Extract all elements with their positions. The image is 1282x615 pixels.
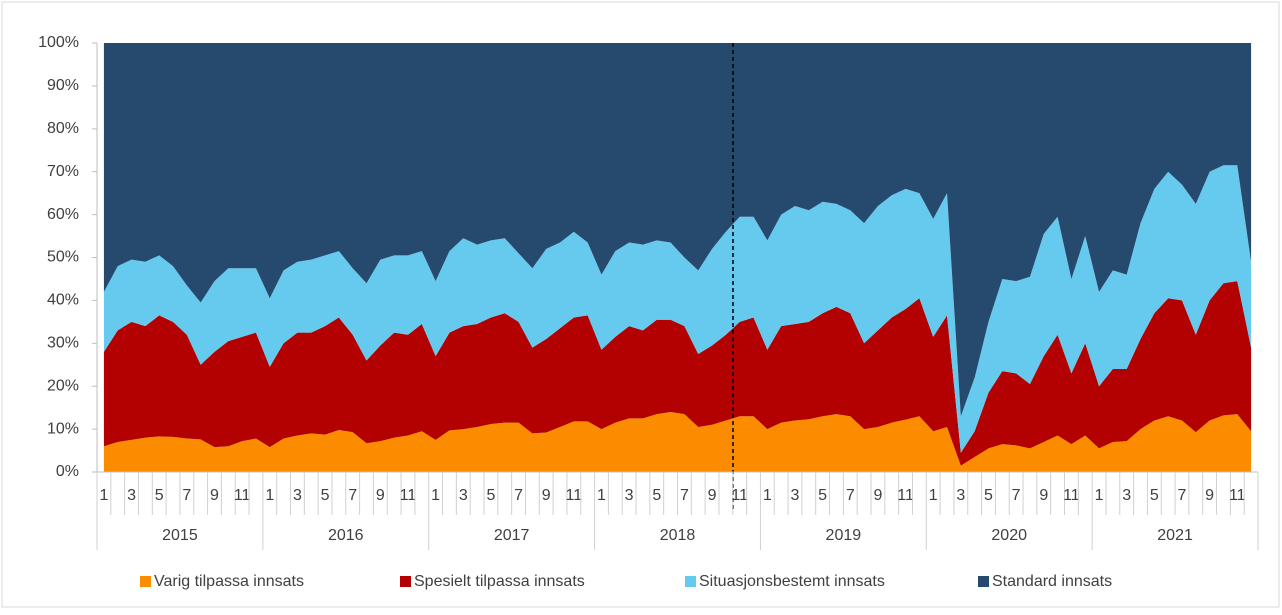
- x-tick-label: 1: [929, 487, 938, 504]
- y-tick-label: 40%: [47, 292, 79, 309]
- year-label: 2016: [328, 527, 364, 544]
- x-tick-label: 1: [99, 487, 108, 504]
- legend-label: Varig tilpassa innsats: [154, 573, 304, 590]
- x-tick-label: 5: [818, 487, 827, 504]
- year-label: 2017: [494, 527, 530, 544]
- x-tick-label: 11: [400, 487, 417, 504]
- year-label: 2020: [991, 527, 1027, 544]
- x-tick-label: 5: [652, 487, 661, 504]
- legend-swatch: [140, 576, 151, 587]
- x-tick-label: 5: [486, 487, 495, 504]
- x-tick-label: 5: [1150, 487, 1159, 504]
- legend-swatch: [978, 576, 989, 587]
- x-tick-label: 1: [431, 487, 440, 504]
- area: [103, 281, 1252, 466]
- x-tick-label: 9: [873, 487, 882, 504]
- x-tick-label: 11: [234, 487, 251, 504]
- x-tick-label: 7: [514, 487, 523, 504]
- y-tick-label: 30%: [47, 335, 79, 352]
- x-tick-label: 9: [542, 487, 551, 504]
- x-tick-label: 11: [897, 487, 914, 504]
- area: [103, 43, 1252, 417]
- year-label: 2021: [1157, 527, 1193, 544]
- x-tick-label: 3: [1122, 487, 1131, 504]
- x-tick-label: 3: [127, 487, 136, 504]
- x-tick-label: 7: [1012, 487, 1021, 504]
- y-tick-label: 20%: [47, 377, 79, 394]
- y-tick-label: 90%: [47, 77, 79, 94]
- x-tick-label: 1: [763, 487, 772, 504]
- legend-swatch: [400, 576, 411, 587]
- x-tick-label: 11: [731, 487, 748, 504]
- area: [103, 165, 1252, 453]
- y-tick-label: 70%: [47, 163, 79, 180]
- x-tick-label: 5: [321, 487, 330, 504]
- y-tick-label: 0%: [56, 463, 79, 480]
- year-label: 2018: [660, 527, 696, 544]
- y-tick-label: 80%: [47, 120, 79, 137]
- y-tick-label: 100%: [38, 34, 79, 51]
- x-tick-label: 11: [566, 487, 583, 504]
- legend-swatch: [685, 576, 696, 587]
- legend-label: Spesielt tilpassa innsats: [414, 573, 585, 590]
- area: [103, 411, 1252, 472]
- x-tick-label: 5: [155, 487, 164, 504]
- x-tick-label: 11: [1063, 487, 1080, 504]
- x-tick-label: 1: [1095, 487, 1104, 504]
- x-tick-label: 9: [1039, 487, 1048, 504]
- x-tick-label: 1: [597, 487, 606, 504]
- year-label: 2015: [162, 527, 198, 544]
- legend-label: Situasjonsbestemt innsats: [699, 573, 885, 590]
- x-tick-label: 7: [846, 487, 855, 504]
- x-tick-label: 7: [680, 487, 689, 504]
- year-label: 2019: [826, 527, 862, 544]
- x-tick-label: 7: [1178, 487, 1187, 504]
- x-tick-label: 3: [791, 487, 800, 504]
- x-tick-label: 3: [459, 487, 468, 504]
- x-tick-label: 3: [625, 487, 634, 504]
- x-tick-label: 7: [348, 487, 357, 504]
- y-tick-label: 50%: [47, 249, 79, 266]
- x-tick-label: 9: [1205, 487, 1214, 504]
- y-tick-label: 10%: [47, 420, 79, 437]
- x-tick-label: 9: [708, 487, 717, 504]
- x-tick-label: 5: [984, 487, 993, 504]
- plot-area: [103, 43, 1252, 472]
- x-tick-label: 11: [1229, 487, 1246, 504]
- x-tick-label: 7: [182, 487, 191, 504]
- x-tick-label: 1: [265, 487, 274, 504]
- y-tick-label: 60%: [47, 206, 79, 223]
- legend-label: Standard innsats: [992, 573, 1112, 590]
- x-tick-label: 3: [956, 487, 965, 504]
- x-tick-label: 3: [293, 487, 302, 504]
- x-tick-label: 9: [376, 487, 385, 504]
- x-tick-label: 9: [210, 487, 219, 504]
